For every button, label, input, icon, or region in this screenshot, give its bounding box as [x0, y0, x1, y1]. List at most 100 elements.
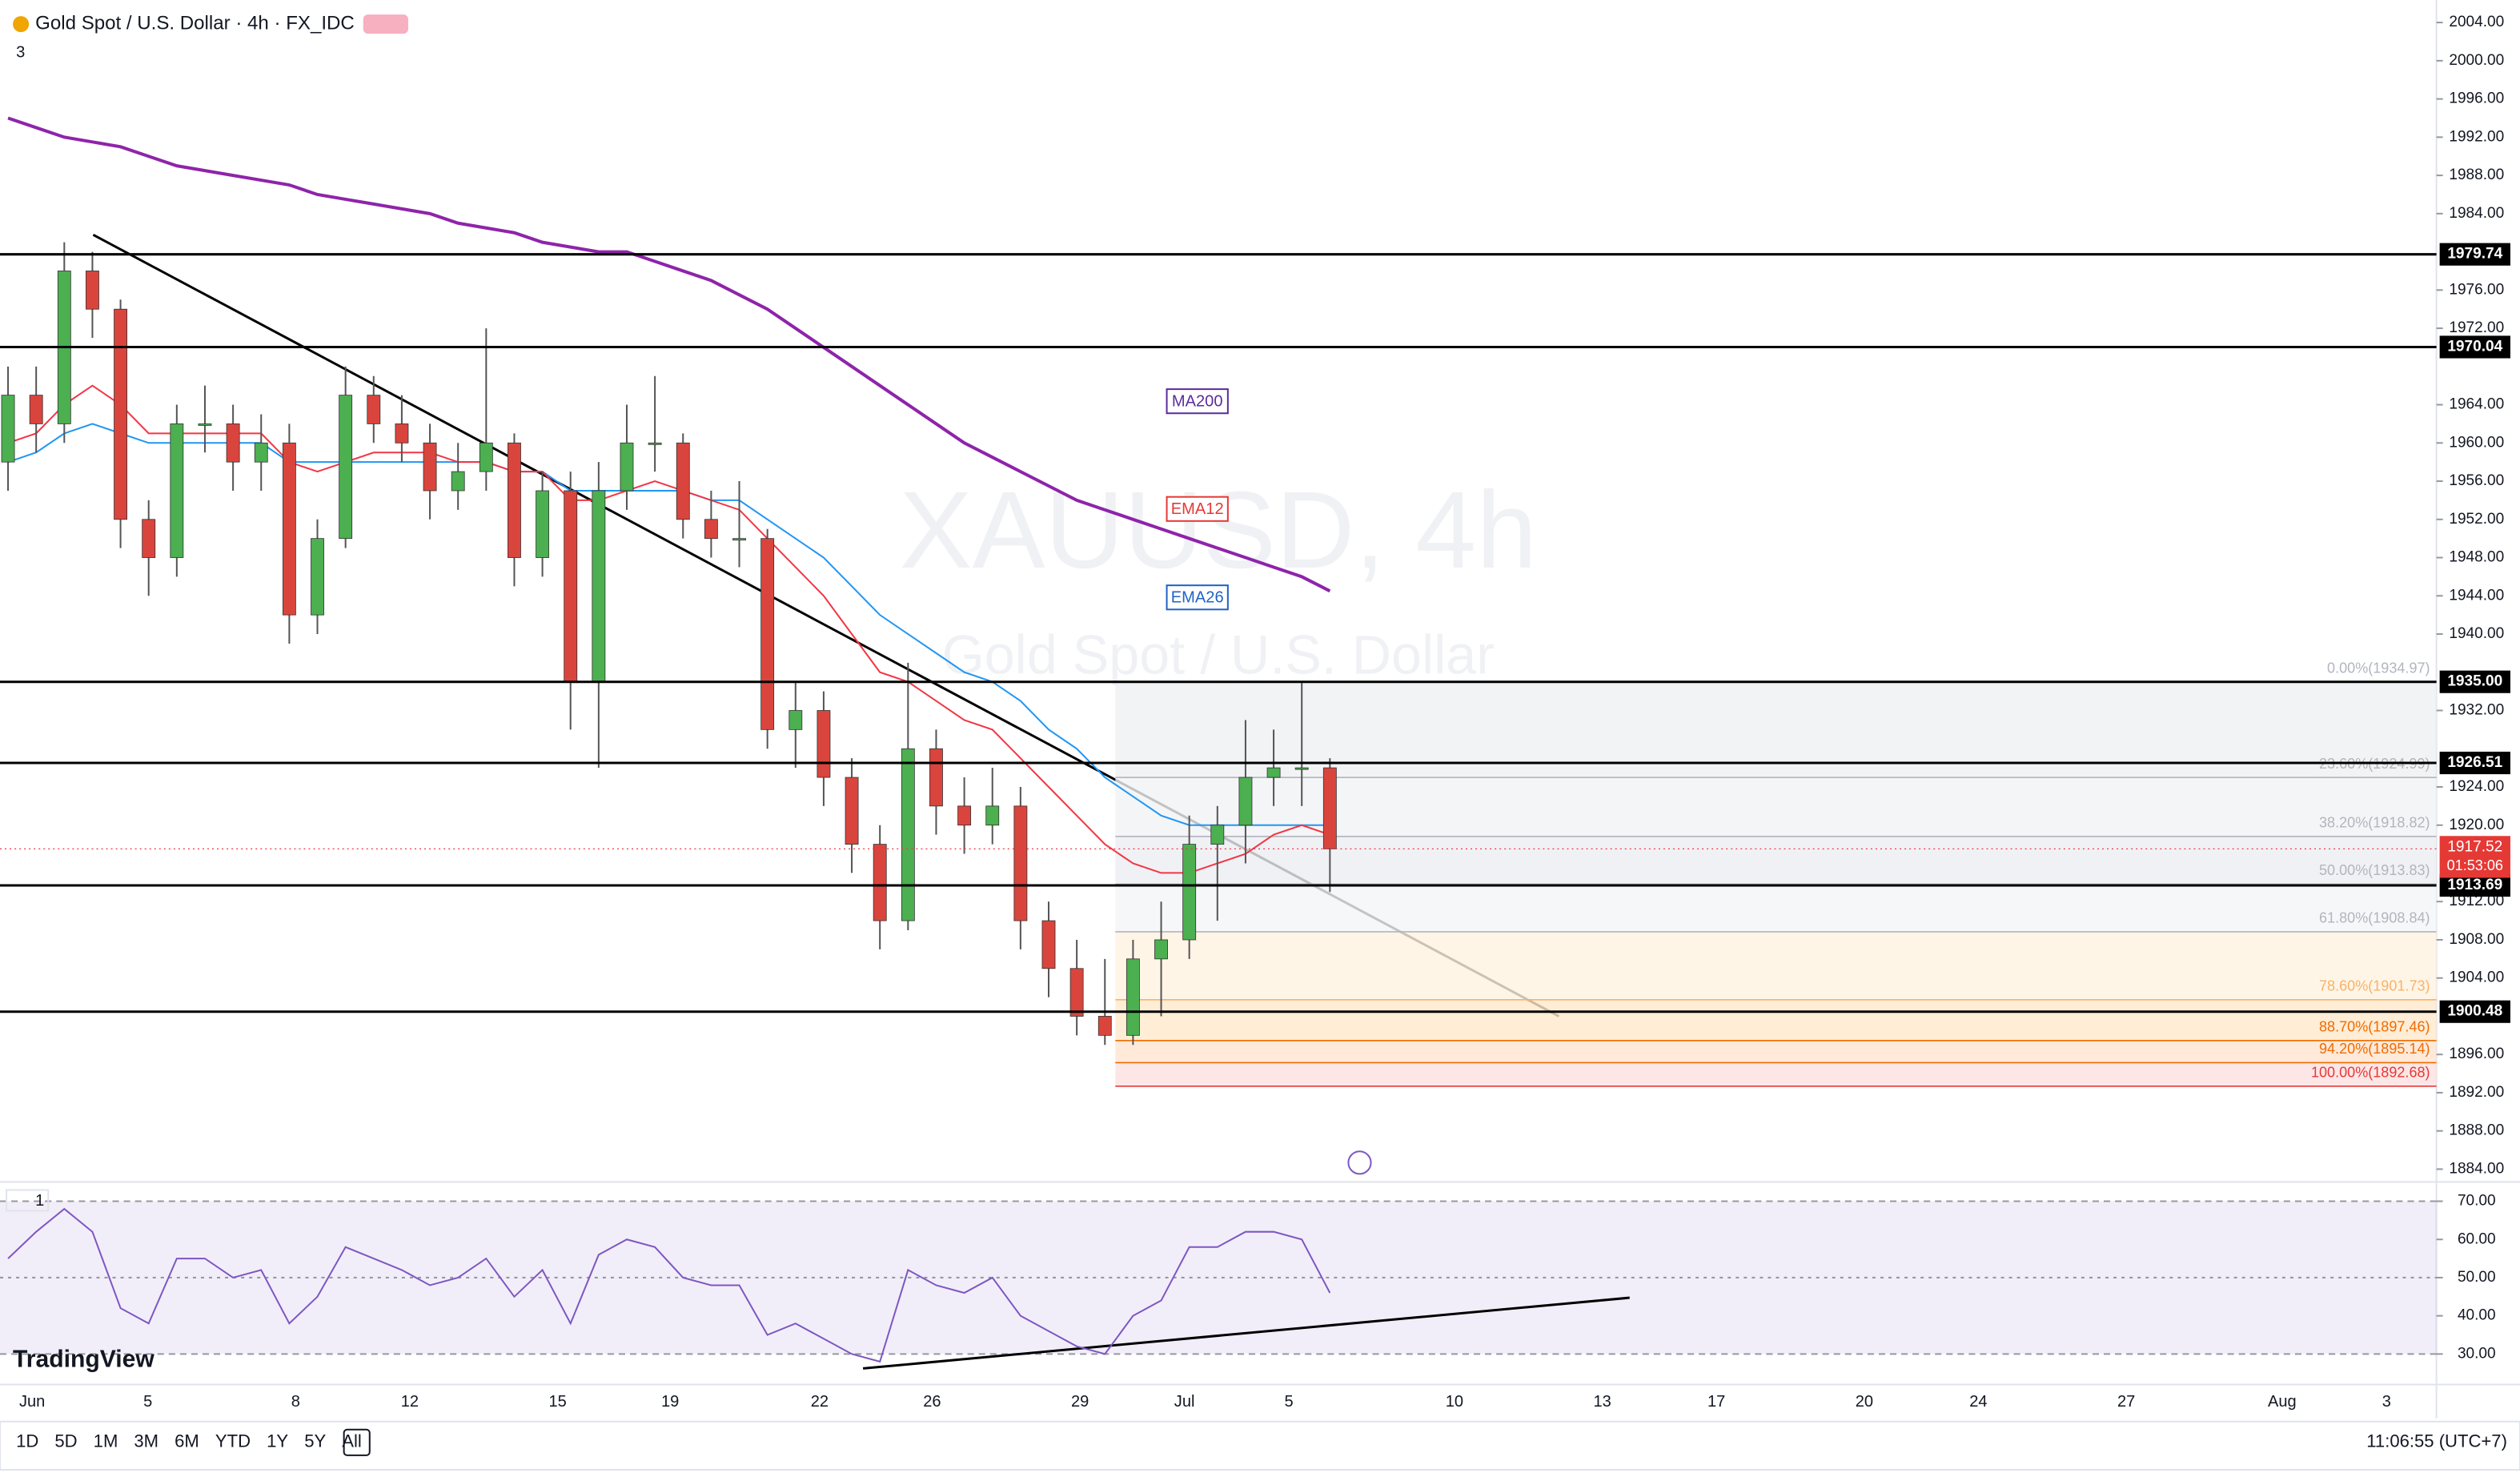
rsi-line	[7, 1207, 1331, 1363]
fib-label: 0.00%(1934.97)	[2327, 660, 2430, 676]
price-tick-label: 1972.00	[2449, 319, 2504, 336]
current-price-tag	[2439, 836, 2510, 878]
candle-body	[311, 538, 324, 616]
candle-body	[1154, 939, 1168, 960]
alert-icon[interactable]	[1347, 1150, 1372, 1175]
price-tick-label: 1964.00	[2449, 396, 2504, 413]
fib-label: 78.60%(1901.73)	[2319, 977, 2430, 993]
pane-count: 3	[16, 44, 25, 62]
candle-body	[957, 805, 972, 826]
watermark-name: Gold Spot / U.S. Dollar	[942, 625, 1495, 686]
price-tick-label: 1932.00	[2449, 702, 2504, 719]
status-badge	[363, 14, 408, 34]
candle-body	[1, 395, 15, 463]
price-tick-label: 1904.00	[2449, 969, 2504, 986]
candle-body	[114, 308, 128, 520]
time-tick-label: 12	[401, 1393, 419, 1411]
fib-zone	[1115, 836, 2437, 885]
range-button[interactable]: 5D	[54, 1431, 77, 1451]
ema12-label: EMA12	[1171, 500, 1224, 518]
candle-body	[1013, 805, 1028, 921]
price-tick-label: 1984.00	[2449, 205, 2504, 222]
candle-body	[536, 490, 550, 558]
current-price-label: 1917.52	[2447, 838, 2502, 855]
price-tick-label: 1944.00	[2449, 587, 2504, 604]
range-button[interactable]: 3M	[134, 1431, 159, 1451]
level-tag-label: 1970.04	[2447, 338, 2502, 355]
rsi-tick-label: 50.00	[2458, 1269, 2496, 1286]
level-tag-label: 1979.74	[2447, 246, 2502, 263]
rsi-legend-box	[6, 1189, 50, 1212]
time-tick-label: 5	[1285, 1393, 1294, 1411]
price-tick-label: 1940.00	[2449, 625, 2504, 642]
time-tick-label: 24	[1969, 1393, 1987, 1411]
fib-zone	[1115, 884, 2437, 932]
fib-label: 61.80%(1908.84)	[2319, 910, 2430, 926]
candle-body	[901, 748, 915, 921]
ma200-label-box	[1166, 388, 1229, 415]
candle-body	[339, 395, 353, 540]
level-tag-label: 1900.48	[2447, 1003, 2502, 1020]
calendar-button[interactable]	[343, 1428, 371, 1456]
time-tick-label: 26	[923, 1393, 941, 1411]
level-tag-label: 1935.00	[2447, 673, 2502, 690]
candle-body	[86, 271, 99, 310]
range-button[interactable]: YTD	[215, 1431, 251, 1451]
candle-body	[873, 844, 887, 921]
range-button[interactable]: 1M	[94, 1431, 118, 1451]
candle-body	[226, 423, 240, 463]
candle-body	[760, 538, 775, 730]
candle-body	[282, 442, 296, 616]
candle-body	[732, 538, 746, 541]
candle-body	[1294, 767, 1309, 770]
candle-body	[789, 710, 803, 730]
candle-body	[1069, 968, 1084, 1017]
time-tick-label: Jun	[19, 1393, 45, 1411]
watermark-ticker: XAUUSD, 4h	[900, 468, 1538, 591]
level-tag	[2439, 751, 2510, 775]
price-tick-label: 1912.00	[2449, 893, 2504, 909]
countdown-label: 01:53:06	[2447, 857, 2503, 873]
fib-label: 100.00%(1892.68)	[2311, 1065, 2430, 1081]
fib-zone	[1115, 1062, 2437, 1086]
logo: TradingView	[13, 1346, 154, 1372]
symbol-icon	[13, 16, 30, 33]
candle-body	[929, 748, 943, 807]
bottom-toolbar	[0, 1420, 2520, 1471]
price-tick-label: 1996.00	[2449, 90, 2504, 107]
fib-label: 88.70%(1897.46)	[2319, 1018, 2430, 1034]
price-tick-label: 1988.00	[2449, 167, 2504, 183]
time-tick-label: 15	[548, 1393, 566, 1411]
candle-body	[1238, 777, 1253, 826]
candle-body	[704, 519, 718, 540]
price-tick-label: 1948.00	[2449, 549, 2504, 566]
price-tick-label: 1960.00	[2449, 434, 2504, 451]
level-tag-label: 1926.51	[2447, 754, 2502, 771]
price-tick-label: 2000.00	[2449, 52, 2504, 69]
time-tick-label: Jul	[1174, 1393, 1195, 1411]
candle-body	[479, 442, 493, 472]
range-button[interactable]: 6M	[175, 1431, 199, 1451]
range-button[interactable]: 1D	[16, 1431, 38, 1451]
time-tick-label: 3	[2382, 1393, 2391, 1411]
candle-body	[845, 777, 859, 845]
fib-label: 94.20%(1895.14)	[2319, 1041, 2430, 1057]
range-button[interactable]: All	[342, 1431, 362, 1451]
time-tick-label: Aug	[2268, 1393, 2297, 1411]
price-tick-label: 1888.00	[2449, 1122, 2504, 1139]
candle-body	[508, 442, 521, 558]
rsi-trendline	[862, 1296, 1630, 1370]
candle-body	[451, 471, 465, 492]
range-button[interactable]: 5Y	[304, 1431, 326, 1451]
candle-body	[985, 805, 1000, 826]
candle-body	[423, 442, 437, 492]
candle-body	[198, 423, 212, 426]
candle-body	[142, 519, 156, 558]
fib-zone	[1115, 999, 2437, 1041]
time-tick-label: 29	[1071, 1393, 1089, 1411]
range-button[interactable]: 1Y	[267, 1431, 288, 1451]
candle-body	[1126, 958, 1140, 1036]
price-tick-label: 1992.00	[2449, 128, 2504, 145]
time-tick-label: 19	[661, 1393, 679, 1411]
candle-body	[592, 490, 606, 683]
